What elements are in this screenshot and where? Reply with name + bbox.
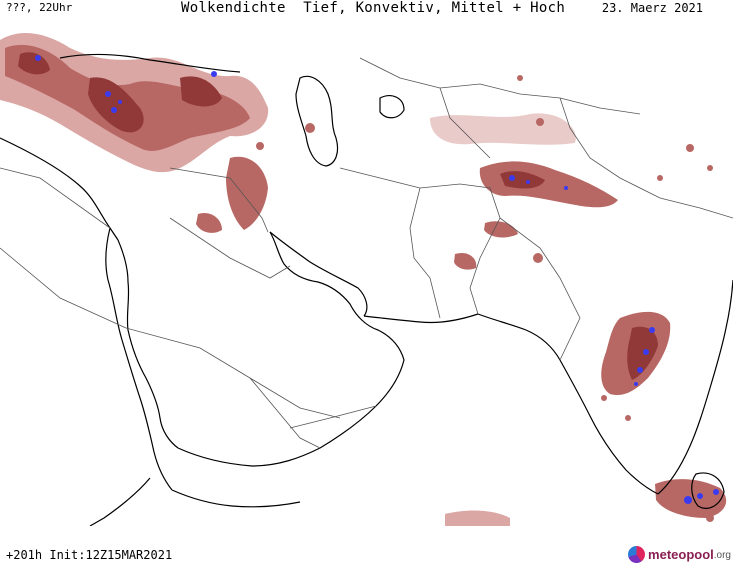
model-run-info: +201h Init:12Z15MAR2021 (6, 548, 173, 562)
forecast-date: 23. Maerz 2021 (601, 1, 703, 15)
forecast-time: ???, 22Uhr (6, 1, 73, 14)
logo-tld: .org (713, 549, 731, 561)
cloud-density-map (0, 18, 733, 526)
country-borders-layer (0, 57, 733, 449)
meteopool-logo-icon (628, 545, 646, 563)
map-title: Wolkendichte Tief, Konvektiv, Mittel + H… (181, 0, 566, 16)
coastlines-layer (0, 53, 733, 526)
convective-cells-layer (35, 55, 719, 504)
logo-name: meteopool (648, 546, 714, 562)
meteopool-logo[interactable]: meteopool .org (628, 544, 731, 564)
